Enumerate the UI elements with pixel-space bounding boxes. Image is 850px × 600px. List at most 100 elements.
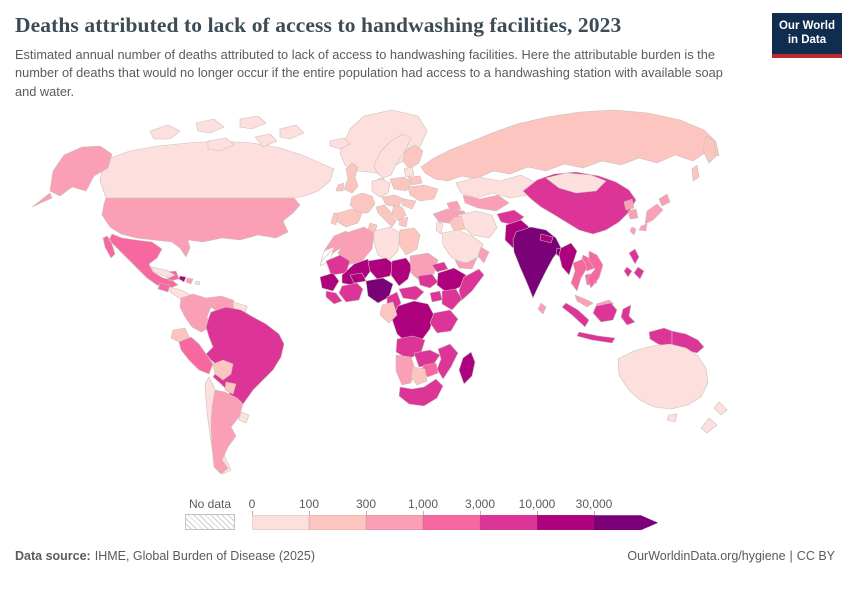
country-kazakhstan[interactable] (455, 174, 537, 199)
country-china[interactable] (522, 171, 637, 235)
country-chad[interactable] (390, 257, 413, 287)
country-sri-lanka[interactable] (537, 302, 547, 315)
country-egypt[interactable] (398, 227, 421, 256)
country-portugal[interactable] (330, 212, 339, 226)
legend-segment[interactable] (537, 515, 595, 531)
country-cuba[interactable] (150, 266, 176, 279)
country-taiwan[interactable] (629, 226, 637, 236)
country-uruguay[interactable] (238, 411, 250, 424)
country-central-african-republic[interactable] (398, 285, 425, 301)
country-australia[interactable] (617, 343, 709, 423)
country-peru[interactable] (178, 336, 214, 375)
country-kenya[interactable] (441, 288, 463, 311)
country-zambia[interactable] (413, 349, 441, 368)
country-central-asia[interactable] (462, 194, 510, 212)
country-niger[interactable] (367, 257, 395, 280)
country-ukraine[interactable] (407, 184, 439, 202)
country-south-africa[interactable] (398, 378, 444, 407)
legend-segment[interactable] (252, 515, 310, 531)
country-italy[interactable] (375, 204, 397, 228)
country-philippines[interactable] (623, 248, 645, 280)
country-canada-arctic-islands[interactable] (149, 115, 305, 152)
country-argentina[interactable] (210, 389, 244, 475)
country-myanmar[interactable] (558, 242, 578, 276)
country-india[interactable] (512, 226, 562, 299)
country-congo-gabon[interactable] (379, 301, 398, 324)
country-south-korea[interactable] (627, 208, 639, 220)
country-vietnam[interactable] (586, 250, 604, 289)
legend-segment-arrow[interactable] (594, 515, 658, 531)
country-canada[interactable] (99, 140, 335, 199)
country-uk[interactable] (343, 162, 359, 194)
country-libya[interactable] (373, 226, 401, 262)
country-dominican-republic[interactable] (185, 277, 194, 285)
country-saudi-arabia[interactable] (441, 229, 484, 265)
country-mauritania[interactable] (325, 254, 351, 276)
country-somalia[interactable] (458, 268, 485, 302)
country-nepal[interactable] (539, 233, 554, 244)
country-sierra-leone-liberia[interactable] (325, 290, 343, 305)
country-mexico[interactable] (102, 233, 180, 289)
country-sakhalin[interactable] (691, 164, 700, 182)
legend-tick-mark (537, 511, 538, 516)
footer-right: OurWorldinData.org/hygiene | CC BY (627, 549, 835, 563)
country-madagascar[interactable] (458, 351, 476, 385)
country-israel-jordan[interactable] (435, 221, 444, 235)
country-bolivia[interactable] (212, 359, 234, 381)
legend-segment[interactable] (480, 515, 538, 531)
country-ireland[interactable] (335, 182, 345, 192)
world-map-container (0, 101, 850, 495)
footer-license: CC BY (796, 549, 835, 564)
country-eritrea[interactable] (431, 261, 449, 273)
footer-url[interactable]: OurWorldinData.org/hygiene (627, 549, 786, 564)
legend-no-data-swatch[interactable] (185, 514, 235, 531)
country-tanzania[interactable] (429, 309, 459, 334)
country-guatemala[interactable] (157, 282, 171, 293)
legend-segment[interactable] (423, 515, 481, 531)
country-drc[interactable] (391, 300, 435, 345)
country-syria[interactable] (439, 211, 454, 223)
country-greece[interactable] (398, 216, 409, 228)
country-romania[interactable] (401, 198, 417, 210)
country-haiti[interactable] (178, 275, 187, 283)
country-baltics[interactable] (403, 166, 415, 178)
country-usa[interactable] (101, 197, 301, 258)
country-france[interactable] (349, 192, 376, 214)
country-balkans[interactable] (391, 204, 407, 222)
country-puerto-rico[interactable] (194, 280, 201, 286)
country-russia[interactable] (420, 109, 720, 182)
owid-logo[interactable]: Our World in Data (771, 13, 842, 58)
country-mozambique[interactable] (436, 343, 459, 380)
country-oman[interactable] (477, 246, 490, 264)
legend-bar: 0 100 300 1,000 3,000 10,000 30,000 (248, 497, 664, 533)
country-indonesia[interactable] (561, 302, 673, 350)
legend-tick-label: 0 (248, 497, 256, 512)
legend-segment[interactable] (309, 515, 367, 531)
country-new-zealand[interactable] (700, 401, 728, 434)
country-senegal-guinea[interactable] (319, 272, 340, 292)
country-thailand[interactable] (570, 258, 588, 292)
country-uganda[interactable] (429, 290, 443, 303)
country-belarus[interactable] (407, 175, 423, 186)
country-paraguay[interactable] (224, 381, 237, 395)
country-iceland[interactable] (329, 137, 351, 150)
country-botswana[interactable] (410, 366, 428, 386)
country-namibia[interactable] (395, 354, 416, 386)
country-central-europe[interactable] (381, 194, 405, 208)
header: Deaths attributed to lack of access to h… (0, 0, 850, 101)
country-japan[interactable] (638, 193, 671, 232)
country-south-sudan[interactable] (417, 273, 439, 289)
country-russia-kamchatka[interactable] (702, 135, 717, 164)
country-mongolia[interactable] (545, 172, 607, 194)
country-germany[interactable] (371, 178, 391, 198)
country-spain[interactable] (335, 208, 363, 228)
country-north-korea[interactable] (623, 198, 635, 211)
legend-tick-label: 1,000 (407, 497, 439, 512)
country-alaska[interactable] (31, 145, 113, 208)
country-caucasus[interactable] (446, 200, 462, 212)
country-ecuador[interactable] (170, 327, 190, 343)
country-ivory-coast-ghana[interactable] (338, 282, 364, 303)
country-finland[interactable] (402, 144, 424, 170)
legend-segment[interactable] (366, 515, 424, 531)
country-yemen[interactable] (454, 257, 478, 270)
